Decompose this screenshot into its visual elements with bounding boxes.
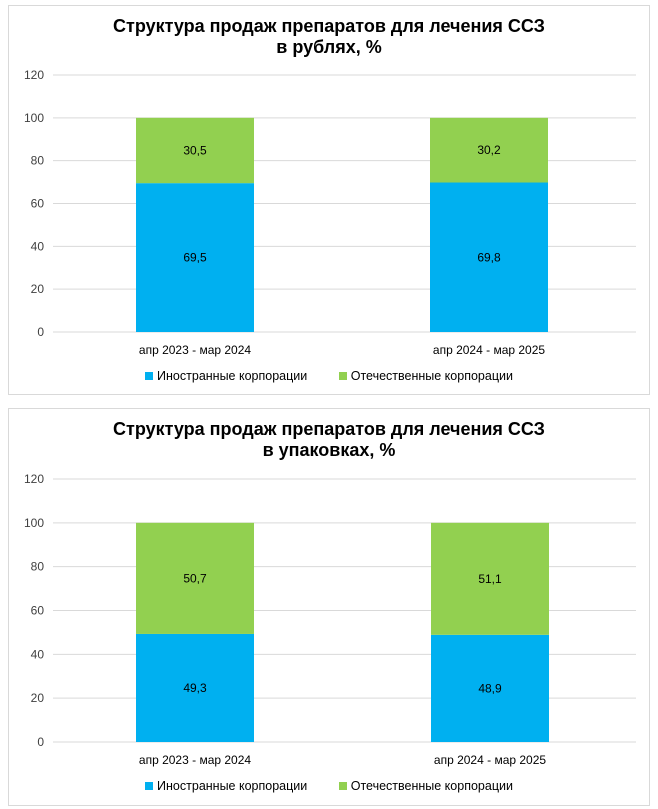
y-tick-label: 80	[31, 560, 45, 574]
y-tick-label: 20	[31, 282, 45, 296]
chart-title-line1: Структура продаж препаратов для лечения …	[113, 16, 545, 36]
chart-panel-rubles: Структура продаж препаратов для лечения …	[8, 5, 650, 395]
bar-segment-foreign	[430, 182, 548, 332]
y-tick-label: 80	[31, 154, 45, 168]
chart-legend: Иностранные корпорации Отечественные кор…	[9, 779, 649, 793]
bar-segment-foreign	[136, 633, 254, 742]
y-tick-label: 40	[31, 647, 45, 661]
bar-segment-foreign	[136, 183, 254, 332]
y-tick-label: 100	[24, 516, 44, 530]
legend-label-domestic: Отечественные корпорации	[350, 779, 513, 793]
legend-label-domestic: Отечественные корпорации	[350, 369, 513, 383]
data-label: 48,9	[478, 681, 502, 695]
legend-item-foreign: Иностранные корпорации	[145, 369, 307, 383]
y-tick-label: 100	[24, 111, 44, 125]
chart-title-line1: Структура продаж препаратов для лечения …	[113, 419, 545, 439]
legend-swatch-foreign	[145, 782, 154, 790]
chart-panel-packages: Структура продаж препаратов для лечения …	[8, 408, 650, 806]
stacked-bar-chart: 0 20 40 60 80 100 120 69,5 30,5 апр 2023 - мар 20…	[24, 68, 636, 357]
stacked-bar-chart: 0 20 40 60 80 100 120 49,3 50,7 апр 2023 - мар 20…	[24, 472, 636, 767]
legend-item-foreign: Иностранные корпорации	[145, 779, 307, 793]
x-category-label: апр 2024 - мар 2025	[433, 343, 545, 357]
bar-segment-domestic	[430, 117, 548, 183]
bar-segment-domestic	[431, 522, 549, 635]
y-tick-label: 60	[31, 197, 45, 211]
data-label: 69,8	[477, 250, 501, 264]
data-label: 49,3	[183, 681, 207, 695]
legend-item-domestic: Отечественные корпорации	[338, 779, 513, 793]
y-tick-label: 20	[31, 691, 45, 705]
y-tick-label: 120	[24, 472, 44, 486]
y-tick-label: 0	[37, 735, 44, 749]
data-label: 69,5	[183, 251, 207, 265]
y-tick-label: 60	[31, 604, 45, 618]
x-category-label: апр 2024 - мар 2025	[434, 753, 546, 767]
x-category-label: апр 2023 - мар 2024	[139, 343, 251, 357]
legend-swatch-foreign	[145, 372, 154, 380]
bar-segment-domestic	[136, 117, 254, 184]
data-label: 51,1	[478, 572, 502, 586]
x-category-label: апр 2023 - мар 2024	[139, 753, 251, 767]
legend-swatch-domestic	[338, 782, 347, 790]
y-tick-label: 40	[31, 239, 45, 253]
data-label: 30,5	[183, 143, 207, 157]
chart-title: Структура продаж препаратов для лечения …	[9, 16, 649, 58]
bar-segment-foreign	[431, 634, 549, 742]
y-tick-label: 0	[37, 325, 44, 339]
data-label: 50,7	[183, 571, 207, 585]
legend-item-domestic: Отечественные корпорации	[338, 369, 513, 383]
chart-title-line2: в упаковках, %	[262, 440, 396, 460]
legend-label-foreign: Иностранные корпорации	[157, 779, 308, 793]
legend-label-foreign: Иностранные корпорации	[157, 369, 308, 383]
legend-swatch-domestic	[338, 372, 347, 380]
y-tick-label: 120	[24, 68, 44, 82]
chart-legend: Иностранные корпорации Отечественные кор…	[9, 369, 649, 383]
data-label: 30,2	[477, 143, 501, 157]
chart-title-line2: в рублях, %	[276, 37, 382, 57]
bar-segment-domestic	[136, 522, 254, 634]
chart-title: Структура продаж препаратов для лечения …	[9, 419, 649, 461]
